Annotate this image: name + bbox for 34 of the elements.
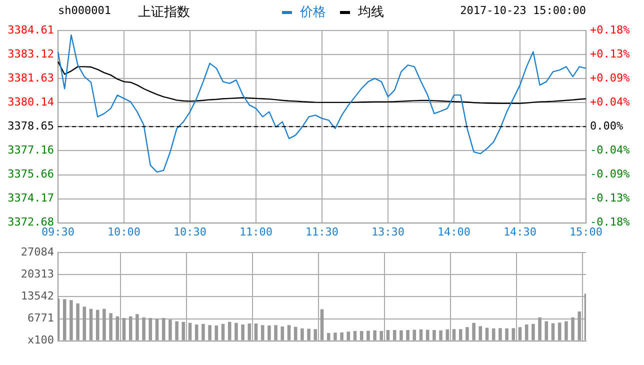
x-tick-label: 10:30: [173, 225, 207, 238]
y-tick-label: 3374.17: [8, 192, 54, 205]
y2-tick-label: +0.09%: [590, 72, 630, 85]
y-tick-label: 3384.61: [8, 23, 54, 36]
y2-tick-label: -0.04%: [590, 144, 630, 157]
x-tick-label: 11:00: [239, 225, 273, 238]
y2-tick-label: 0.00%: [590, 120, 624, 133]
y2-tick-label: +0.18%: [590, 23, 630, 36]
chart-title: 上证指数: [138, 4, 190, 21]
y-tick-label: 3378.65: [8, 119, 54, 132]
y-tick-label: 13542: [20, 290, 54, 303]
y-tick-label: 20313: [20, 268, 54, 281]
y2-tick-label: -0.13%: [590, 192, 630, 205]
x-tick-label: 14:30: [503, 225, 537, 238]
y-tick-label: 3375.66: [8, 168, 54, 181]
chart-subtitle: sh000001: [58, 4, 111, 17]
y-tick-label: 3377.16: [8, 143, 54, 156]
x-tick-label: 13:30: [371, 225, 405, 238]
x-tick-label: 09:30: [41, 225, 75, 238]
x-tick-label: 14:00: [437, 225, 471, 238]
y-tick-label: 3380.14: [8, 95, 54, 108]
y-tick-label: 3381.63: [8, 71, 54, 84]
legend-label: 价格: [300, 4, 326, 21]
x-tick-label: 11:30: [305, 225, 339, 238]
y2-tick-label: +0.04%: [590, 96, 630, 109]
x-tick-label: 10:00: [107, 225, 141, 238]
y2-tick-label: +0.13%: [590, 48, 630, 61]
legend-label: 均线: [358, 4, 384, 21]
y-tick-label: x100: [28, 334, 54, 347]
text: 2017-10-23 15:00:00: [460, 4, 586, 17]
y-tick-label: 3383.12: [8, 47, 54, 60]
y-tick-label: 27084: [20, 245, 54, 258]
y-tick-label: 6771: [28, 312, 54, 325]
y2-tick-label: -0.09%: [590, 168, 630, 181]
